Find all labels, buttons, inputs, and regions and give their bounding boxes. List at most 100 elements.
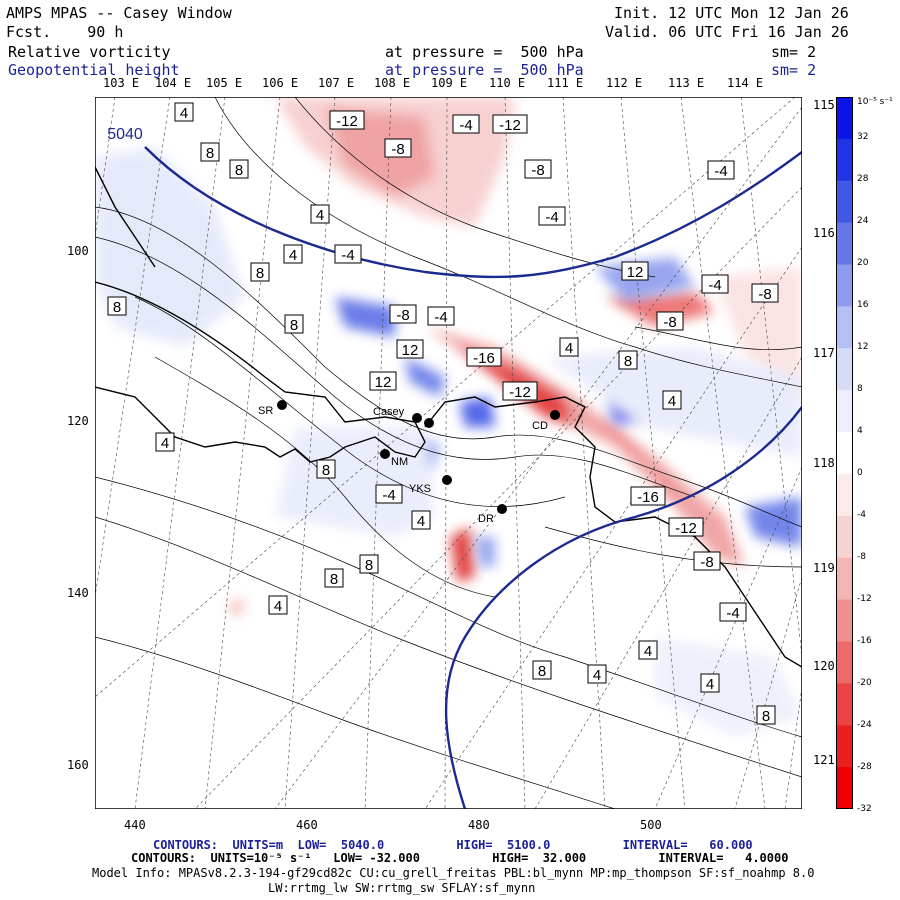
coastline xyxy=(95,166,802,668)
svg-text:12: 12 xyxy=(375,374,392,391)
svg-text:8: 8 xyxy=(206,145,214,162)
contour-label: 8 xyxy=(250,262,270,282)
svg-text:8: 8 xyxy=(330,571,338,588)
svg-text:-4: -4 xyxy=(708,277,721,294)
svg-text:-8: -8 xyxy=(663,314,676,331)
station-yks: YKS xyxy=(409,475,452,495)
colorbar-label: 4 xyxy=(857,426,863,436)
svg-text:8: 8 xyxy=(113,299,121,316)
contour-label: 5040 xyxy=(107,126,143,143)
colorbar-swatch xyxy=(836,557,853,601)
svg-text:4: 4 xyxy=(706,676,714,693)
svg-text:4: 4 xyxy=(180,105,188,122)
colorbar-label: 24 xyxy=(857,216,869,226)
svg-text:-8: -8 xyxy=(391,141,404,158)
x-tick-460: 460 xyxy=(296,818,318,832)
x-tick-500: 500 xyxy=(640,818,662,832)
y-tick-140: 140 xyxy=(67,586,89,600)
lon-label-112: 112 E xyxy=(606,76,643,90)
contour-label: -4 xyxy=(707,160,735,180)
svg-text:-4: -4 xyxy=(714,163,727,180)
lon-label-108: 108 E xyxy=(374,76,411,90)
svg-text:8: 8 xyxy=(538,663,546,680)
svg-text:YKS: YKS xyxy=(409,483,431,495)
footer-physics: LW:rrtmg_lw SW:rrtmg_sw SFLAY:sf_mynn xyxy=(268,881,536,895)
contour-label: 4 xyxy=(268,595,288,615)
svg-text:8: 8 xyxy=(235,162,243,179)
contour-label: 8 xyxy=(284,314,304,334)
field1-smoothing: sm= 2 xyxy=(771,43,817,61)
colorbar-label: -12 xyxy=(857,594,872,604)
contour-label: -12 xyxy=(502,381,538,401)
contour-label: 8 xyxy=(316,459,336,479)
svg-text:-4: -4 xyxy=(545,209,558,226)
svg-text:CD: CD xyxy=(532,420,548,432)
contour-label: 8 xyxy=(107,296,127,316)
colorbar-label: -8 xyxy=(857,552,866,562)
svg-text:8: 8 xyxy=(365,557,373,574)
colorbar-swatch xyxy=(836,725,853,768)
contour-label: 4 xyxy=(638,640,658,660)
svg-text:4: 4 xyxy=(565,340,573,357)
y-tick-160: 160 xyxy=(67,758,89,772)
lon-label-113: 113 E xyxy=(668,76,705,90)
contour-label: 4 xyxy=(559,337,579,357)
contour-label: -16 xyxy=(630,486,666,506)
svg-text:8: 8 xyxy=(290,317,298,334)
svg-text:-12: -12 xyxy=(336,113,358,130)
colorbar-swatch xyxy=(836,390,853,433)
svg-text:-4: -4 xyxy=(726,605,739,622)
svg-text:12: 12 xyxy=(627,264,644,281)
colorbar-label: 8 xyxy=(857,384,863,394)
contour-label: 12 xyxy=(369,371,397,391)
contour-label: 8 xyxy=(324,568,344,588)
svg-text:-12: -12 xyxy=(509,384,531,401)
field1-name: Relative vorticity xyxy=(8,43,171,61)
contour-label: 4 xyxy=(700,673,720,693)
valid-time: Valid. 06 UTC Fri 16 Jan 26 xyxy=(605,23,849,41)
svg-text:8: 8 xyxy=(762,708,770,725)
contour-label: 4 xyxy=(155,432,175,452)
lon-label-105: 105 E xyxy=(206,76,243,90)
contour-label: 12 xyxy=(621,261,649,281)
contour-label: -12 xyxy=(668,517,704,537)
contour-label: 8 xyxy=(200,142,220,162)
contour-label: -12 xyxy=(492,114,528,134)
contour-label: -4 xyxy=(538,206,566,226)
contour-label: -4 xyxy=(452,114,480,134)
svg-text:-4: -4 xyxy=(341,247,354,264)
contour-label: -16 xyxy=(466,347,502,367)
contour-value-labels: 5040 -12 -4 -12 -8 -8 -4 -4 -4 -4 -4 -8 … xyxy=(107,102,779,725)
colorbar-swatch xyxy=(836,473,853,517)
contour-label: -8 xyxy=(389,304,417,324)
colorbar-swatch xyxy=(836,767,853,809)
colorbar-label: 20 xyxy=(857,258,869,268)
x-tick-440: 440 xyxy=(124,818,146,832)
contour-label: -4 xyxy=(375,484,403,504)
colorbar-unit: 10⁻⁵ s⁻¹ xyxy=(857,97,893,107)
svg-text:4: 4 xyxy=(417,513,425,530)
svg-text:-8: -8 xyxy=(758,286,771,303)
colorbar-label: -4 xyxy=(857,510,866,520)
colorbar-swatch xyxy=(836,222,853,266)
map-plot: 5040 -12 -4 -12 -8 -8 -4 -4 -4 -4 -4 -8 … xyxy=(95,97,802,809)
y-tick-120: 120 xyxy=(67,414,89,428)
svg-text:NM: NM xyxy=(391,456,408,468)
footer-vorticity-contours: CONTOURS: UNITS=10⁻⁵ s⁻¹ LOW= -32.000 HI… xyxy=(131,851,789,865)
lon-label-104: 104 E xyxy=(155,76,192,90)
svg-text:-4: -4 xyxy=(382,487,395,504)
svg-text:-16: -16 xyxy=(473,350,495,367)
colorbar-swatch xyxy=(836,264,853,307)
contour-label: 4 xyxy=(411,510,431,530)
svg-text:8: 8 xyxy=(624,353,632,370)
map-title: AMPS MPAS -- Casey Window xyxy=(6,4,232,22)
contour-label: 8 xyxy=(229,159,249,179)
contour-label: 12 xyxy=(396,339,424,359)
svg-text:SR: SR xyxy=(258,405,273,417)
lon-label-103: 103 E xyxy=(103,76,140,90)
svg-text:-8: -8 xyxy=(700,554,713,571)
svg-text:-8: -8 xyxy=(531,162,544,179)
contour-label: 8 xyxy=(618,350,638,370)
svg-text:8: 8 xyxy=(322,462,330,479)
contour-label: -8 xyxy=(524,159,552,179)
